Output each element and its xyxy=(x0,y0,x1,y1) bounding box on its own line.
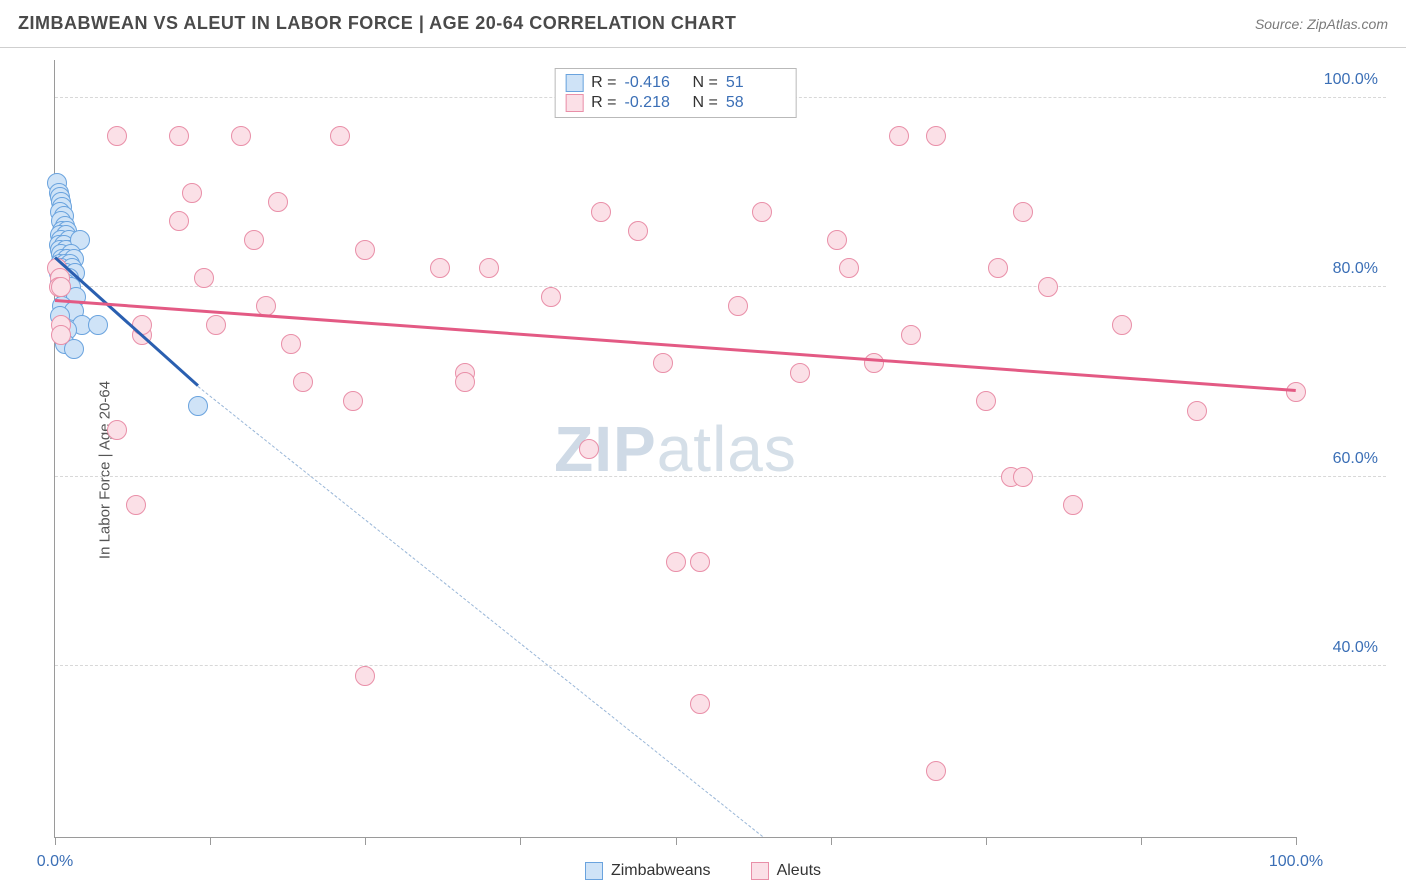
data-point-aleuts xyxy=(355,666,375,686)
data-point-aleuts xyxy=(901,325,921,345)
swatch-icon xyxy=(585,862,603,880)
watermark-zip: ZIP xyxy=(554,413,657,485)
data-point-aleuts xyxy=(355,240,375,260)
legend-item-zimbabweans: Zimbabweans xyxy=(585,862,711,880)
x-tick xyxy=(986,837,987,845)
data-point-aleuts xyxy=(628,221,648,241)
data-point-aleuts xyxy=(107,126,127,146)
gridline xyxy=(55,286,1386,287)
data-point-aleuts xyxy=(541,287,561,307)
data-point-aleuts xyxy=(281,334,301,354)
data-point-aleuts xyxy=(132,315,152,335)
r-label: R = xyxy=(591,94,616,112)
data-point-aleuts xyxy=(268,192,288,212)
n-value: 51 xyxy=(726,74,786,92)
data-point-zimbabweans xyxy=(88,315,108,335)
data-point-aleuts xyxy=(231,126,251,146)
x-tick xyxy=(210,837,211,845)
data-point-aleuts xyxy=(988,258,1008,278)
y-tick-label: 80.0% xyxy=(1333,260,1378,278)
n-label: N = xyxy=(693,74,718,92)
data-point-aleuts xyxy=(926,761,946,781)
data-point-zimbabweans xyxy=(188,396,208,416)
data-point-aleuts xyxy=(330,126,350,146)
data-point-aleuts xyxy=(169,126,189,146)
data-point-aleuts xyxy=(790,363,810,383)
swatch-icon xyxy=(565,94,583,112)
swatch-icon xyxy=(565,74,583,92)
data-point-aleuts xyxy=(194,268,214,288)
data-point-aleuts xyxy=(1112,315,1132,335)
data-point-aleuts xyxy=(343,391,363,411)
data-point-aleuts xyxy=(182,183,202,203)
r-value: -0.416 xyxy=(625,74,685,92)
source-label: Source: ZipAtlas.com xyxy=(1255,16,1388,32)
correlation-legend: R = -0.416 N = 51 R = -0.218 N = 58 xyxy=(554,68,797,118)
x-tick xyxy=(831,837,832,845)
x-tick xyxy=(365,837,366,845)
x-tick xyxy=(55,837,56,845)
y-tick-label: 40.0% xyxy=(1333,639,1378,657)
data-point-aleuts xyxy=(690,694,710,714)
correlation-row-aleuts: R = -0.218 N = 58 xyxy=(565,93,786,113)
data-point-aleuts xyxy=(455,372,475,392)
data-point-aleuts xyxy=(479,258,499,278)
data-point-aleuts xyxy=(976,391,996,411)
legend-item-aleuts: Aleuts xyxy=(751,862,821,880)
data-point-aleuts xyxy=(653,353,673,373)
data-point-aleuts xyxy=(591,202,611,222)
legend-bottom: Zimbabweans Aleuts xyxy=(0,862,1406,880)
data-point-aleuts xyxy=(126,495,146,515)
data-point-aleuts xyxy=(107,420,127,440)
data-point-aleuts xyxy=(430,258,450,278)
plot-area: ZIPatlas 40.0%60.0%80.0%100.0%0.0%100.0%… xyxy=(54,60,1296,838)
data-point-aleuts xyxy=(293,372,313,392)
trendline-extrapolated xyxy=(197,386,762,837)
data-point-aleuts xyxy=(666,552,686,572)
x-tick xyxy=(520,837,521,845)
data-point-aleuts xyxy=(827,230,847,250)
gridline xyxy=(55,665,1386,666)
data-point-aleuts xyxy=(1013,467,1033,487)
chart-container: In Labor Force | Age 20-64 ZIPatlas 40.0… xyxy=(0,48,1406,892)
data-point-aleuts xyxy=(51,325,71,345)
data-point-aleuts xyxy=(864,353,884,373)
n-value: 58 xyxy=(726,94,786,112)
chart-title: ZIMBABWEAN VS ALEUT IN LABOR FORCE | AGE… xyxy=(18,13,736,34)
data-point-aleuts xyxy=(51,277,71,297)
data-point-aleuts xyxy=(752,202,772,222)
data-point-aleuts xyxy=(728,296,748,316)
correlation-row-zimbabweans: R = -0.416 N = 51 xyxy=(565,73,786,93)
y-tick-label: 60.0% xyxy=(1333,450,1378,468)
data-point-aleuts xyxy=(926,126,946,146)
data-point-aleuts xyxy=(1038,277,1058,297)
x-tick xyxy=(1141,837,1142,845)
data-point-aleuts xyxy=(1286,382,1306,402)
legend-label: Zimbabweans xyxy=(611,862,711,880)
data-point-aleuts xyxy=(1063,495,1083,515)
trendline xyxy=(55,299,1296,392)
r-label: R = xyxy=(591,74,616,92)
swatch-icon xyxy=(751,862,769,880)
x-tick xyxy=(676,837,677,845)
y-tick-label: 100.0% xyxy=(1324,71,1378,89)
data-point-aleuts xyxy=(690,552,710,572)
data-point-aleuts xyxy=(206,315,226,335)
legend-label: Aleuts xyxy=(777,862,821,880)
data-point-aleuts xyxy=(1013,202,1033,222)
gridline xyxy=(55,476,1386,477)
data-point-aleuts xyxy=(169,211,189,231)
data-point-aleuts xyxy=(244,230,264,250)
data-point-aleuts xyxy=(1187,401,1207,421)
watermark-atlas: atlas xyxy=(657,413,797,485)
data-point-aleuts xyxy=(579,439,599,459)
data-point-aleuts xyxy=(889,126,909,146)
n-label: N = xyxy=(693,94,718,112)
data-point-aleuts xyxy=(839,258,859,278)
r-value: -0.218 xyxy=(625,94,685,112)
x-tick xyxy=(1296,837,1297,845)
title-bar: ZIMBABWEAN VS ALEUT IN LABOR FORCE | AGE… xyxy=(0,0,1406,48)
